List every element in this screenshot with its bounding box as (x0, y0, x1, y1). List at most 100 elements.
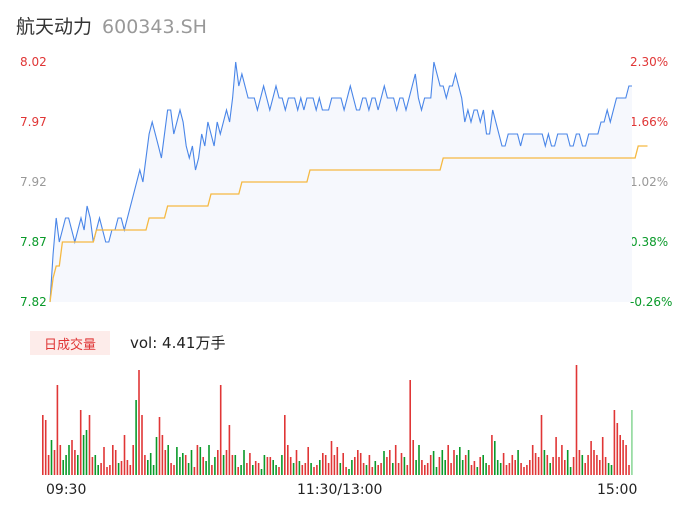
volume-bar (272, 460, 274, 475)
volume-bar (424, 465, 426, 475)
volume-bar (263, 455, 266, 475)
volume-readout: vol: 4.41万手 (130, 334, 226, 352)
volume-bar (362, 463, 365, 475)
volume-bar (601, 437, 604, 475)
volume-bar (625, 445, 627, 475)
volume-bar (359, 453, 362, 475)
volume-bar (287, 445, 289, 475)
volume-bar (584, 463, 586, 475)
volume-bar (114, 450, 117, 475)
volume-bar (613, 410, 616, 475)
volume-bar (526, 465, 528, 475)
y-right-tick: 0.38% (630, 235, 669, 249)
volume-bar (549, 463, 551, 475)
volume-bar (228, 425, 231, 475)
price-line (49, 61, 632, 303)
volume-bar (345, 467, 347, 475)
volume-bar (494, 441, 496, 475)
volume-bar (537, 457, 540, 475)
volume-bar (628, 465, 630, 475)
volume-bar (278, 467, 280, 475)
x-tick-label: 09:30 (46, 482, 87, 498)
volume-bar (205, 461, 207, 475)
volume-bar (249, 453, 251, 475)
volume-bar (155, 437, 158, 475)
volume-bar (170, 463, 172, 475)
volume-bar (351, 460, 353, 475)
volume-bar (561, 445, 563, 475)
volume-bar (289, 457, 292, 475)
volume-bar (371, 467, 374, 475)
volume-bar (555, 437, 557, 475)
volume-bar (298, 461, 301, 475)
volume-bar (357, 450, 359, 475)
x-tick-label: 11:30/13:00 (297, 482, 383, 498)
volume-bar (243, 450, 245, 475)
volume-bar (50, 440, 53, 475)
stock-code: 600343.SH (102, 16, 207, 38)
volume-bar (112, 445, 114, 475)
volume-bar (100, 463, 102, 475)
volume-bar (202, 457, 204, 475)
volume-bar (260, 469, 263, 475)
volume-bar (572, 457, 575, 475)
volume-bar (616, 423, 619, 475)
volume-bar (97, 465, 99, 475)
volume-bar (304, 463, 307, 475)
volume-bar (459, 447, 461, 475)
y-right-tick: 2.30% (630, 55, 669, 69)
volume-bar (569, 467, 572, 475)
volume-bar (167, 445, 169, 475)
volume-bar (377, 465, 379, 475)
volume-bar (65, 455, 67, 475)
volume-bar (587, 455, 589, 475)
volume-bar (429, 455, 432, 475)
volume-bar (426, 463, 429, 475)
volume-bar (438, 457, 441, 475)
volume-bar (237, 467, 239, 475)
daily-volume-tab[interactable]: 日成交量 (30, 331, 110, 355)
volume-bar (257, 463, 260, 475)
volume-bar (619, 435, 621, 475)
volume-bar (476, 467, 479, 475)
volume-bar (421, 460, 423, 475)
volume-bar (502, 453, 505, 475)
volume-bar (53, 450, 56, 475)
y-right-tick: 1.66% (630, 115, 669, 129)
volume-bar (499, 463, 502, 475)
volume-bar (68, 445, 70, 475)
volume-bar (88, 415, 91, 475)
volume-bar (543, 450, 546, 475)
volume-bar (56, 385, 59, 475)
volume-bar (400, 453, 403, 475)
volume-bar (184, 455, 187, 475)
volume-bar (85, 430, 88, 475)
stock-name: 航天动力 (16, 16, 93, 38)
volume-bar (59, 445, 62, 475)
volume-bar (461, 460, 464, 475)
volume-bar (564, 460, 566, 475)
volume-bar (135, 400, 137, 475)
volume-bar (540, 415, 543, 475)
average-price-line (49, 145, 648, 303)
volume-bar (322, 453, 324, 475)
y-left-tick: 7.92 (20, 175, 47, 189)
volume-bar (324, 455, 327, 475)
volume-bar (193, 467, 196, 475)
volume-bar (491, 435, 493, 475)
volume-bar (123, 435, 126, 475)
volume-bar (254, 461, 257, 475)
volume-bar (149, 453, 152, 475)
volume-bar (392, 463, 394, 475)
volume-bar (505, 465, 508, 475)
volume-bar (109, 465, 111, 475)
volume-bar (62, 460, 64, 475)
volume-bar (187, 463, 190, 475)
volume-bar (622, 440, 624, 475)
volume-bar (144, 455, 146, 475)
volume-bar (307, 447, 309, 475)
volume-bar (403, 457, 406, 475)
y-left-tick: 7.87 (20, 235, 47, 249)
volume-bar (386, 457, 388, 475)
volume-bar (161, 435, 164, 475)
